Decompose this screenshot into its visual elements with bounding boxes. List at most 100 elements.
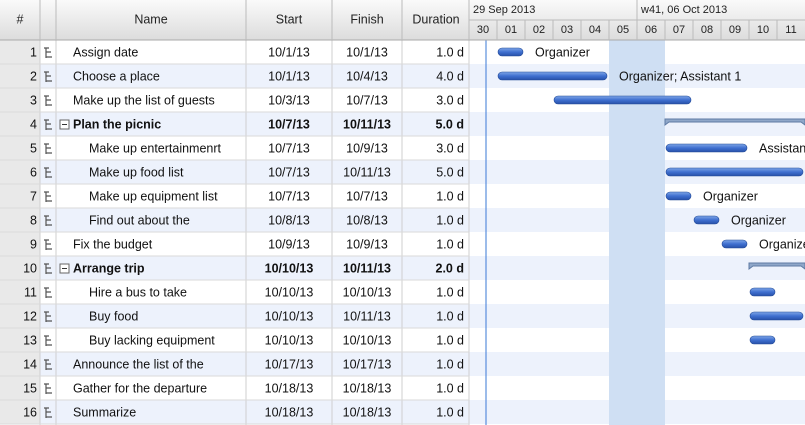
resource-label: Organizer; Assistant 1: [619, 69, 741, 83]
task-icon-glyph: [44, 119, 52, 130]
task-duration: 1.0 d: [436, 405, 464, 419]
task-start: 10/3/13: [268, 93, 310, 107]
row-number: 7: [30, 189, 37, 203]
task-icon-glyph: [44, 47, 52, 58]
task-bar: [665, 143, 748, 153]
row-number-cell: [0, 208, 40, 232]
task-icon: [44, 383, 52, 394]
row-number: 9: [30, 237, 37, 251]
task-finish: 10/10/13: [343, 333, 392, 347]
row-number-cell: [0, 160, 40, 184]
task-name: Fix the budget: [73, 237, 153, 251]
resource-label: Organizer: [703, 189, 758, 203]
row-number: 14: [23, 357, 37, 371]
task-bar: [553, 95, 692, 105]
task-icon-glyph: [44, 95, 52, 106]
resource-label: Organizer: [759, 237, 805, 251]
day-label: 10: [757, 24, 769, 36]
task-finish: 10/11/13: [343, 165, 391, 179]
row-number: 13: [23, 333, 37, 347]
column-header: #: [17, 12, 24, 26]
task-finish: 10/4/13: [346, 69, 388, 83]
task-icon-glyph: [44, 335, 52, 346]
row-number-cell: [0, 352, 40, 376]
column-header: Name: [134, 12, 167, 26]
day-label: 09: [729, 24, 741, 36]
task-finish: 10/9/13: [346, 237, 388, 251]
task-finish: 10/9/13: [346, 141, 388, 155]
task-finish: 10/10/13: [343, 285, 392, 299]
task-icon-glyph: [44, 359, 52, 370]
day-label: 30: [477, 24, 489, 36]
row-number: 1: [30, 45, 37, 59]
task-bar: [665, 191, 692, 201]
summary-bar: [748, 262, 805, 270]
task-finish: 10/18/13: [343, 405, 392, 419]
task-duration: 1.0 d: [436, 237, 464, 251]
task-icon-glyph: [44, 215, 52, 226]
task-finish: 10/8/13: [346, 213, 388, 227]
task-bar: [497, 47, 524, 57]
task-name: Gather for the departure: [73, 381, 207, 395]
task-icon-glyph: [44, 191, 52, 202]
task-name: Make up food list: [89, 165, 184, 179]
row-number: 16: [23, 405, 37, 419]
task-icon: [44, 215, 52, 226]
day-label: 04: [589, 24, 601, 36]
row-number: 11: [24, 285, 37, 299]
task-icon: [44, 311, 52, 322]
task-finish: 10/1/13: [346, 45, 388, 59]
task-duration: 1.0 d: [436, 333, 464, 347]
task-icon-glyph: [44, 263, 52, 274]
task-duration: 1.0 d: [436, 381, 464, 395]
row-number-cell: [0, 64, 40, 88]
task-start: 10/9/13: [268, 237, 310, 251]
summary-bar: [664, 118, 805, 126]
task-icon-glyph: [44, 311, 52, 322]
task-finish: 10/7/13: [346, 189, 388, 203]
row-number: 10: [23, 261, 37, 275]
row-number-cell: [0, 184, 40, 208]
day-label: 11: [785, 24, 796, 36]
task-start: 10/18/13: [265, 405, 314, 419]
day-label: 06: [645, 24, 657, 36]
task-finish: 10/11/13: [343, 309, 391, 323]
task-bar: [749, 311, 804, 321]
row-number: 4: [30, 117, 37, 131]
task-name: Buy lacking equipment: [89, 333, 215, 347]
row-number-cell: [0, 232, 40, 256]
column-header: Duration: [412, 12, 459, 26]
task-icon: [44, 407, 52, 418]
task-duration: 3.0 d: [436, 93, 464, 107]
row-number: 12: [23, 309, 37, 323]
day-label: 07: [673, 24, 685, 36]
task-icon: [44, 47, 52, 58]
task-name: Plan the picnic: [73, 117, 161, 131]
task-icon: [44, 263, 52, 274]
task-start: 10/1/13: [268, 45, 310, 59]
resource-label: Organizer: [731, 213, 786, 227]
task-duration: 2.0 d: [436, 261, 465, 275]
row-number: 2: [30, 69, 37, 83]
task-icon: [44, 95, 52, 106]
period-label: w41, 06 Oct 2013: [640, 4, 727, 16]
day-label: 05: [617, 24, 629, 36]
task-start: 10/7/13: [268, 189, 310, 203]
column-header: Finish: [350, 12, 383, 26]
task-start: 10/8/13: [268, 213, 310, 227]
task-duration: 3.0 d: [436, 141, 464, 155]
task-start: 10/1/13: [268, 69, 310, 83]
task-bar: [693, 215, 720, 225]
task-finish: 10/17/13: [343, 357, 392, 371]
task-icon-glyph: [44, 407, 52, 418]
row-number-cell: [0, 40, 40, 64]
task-duration: 5.0 d: [436, 117, 465, 131]
task-duration: 1.0 d: [436, 285, 464, 299]
task-icon: [44, 359, 52, 370]
task-icon: [44, 287, 52, 298]
task-start: 10/10/13: [265, 309, 314, 323]
task-name: Find out about the: [89, 213, 190, 227]
gantt-area: Organizer Organizer; Assistant 1 Assistant…: [497, 45, 805, 345]
task-icon: [44, 143, 52, 154]
